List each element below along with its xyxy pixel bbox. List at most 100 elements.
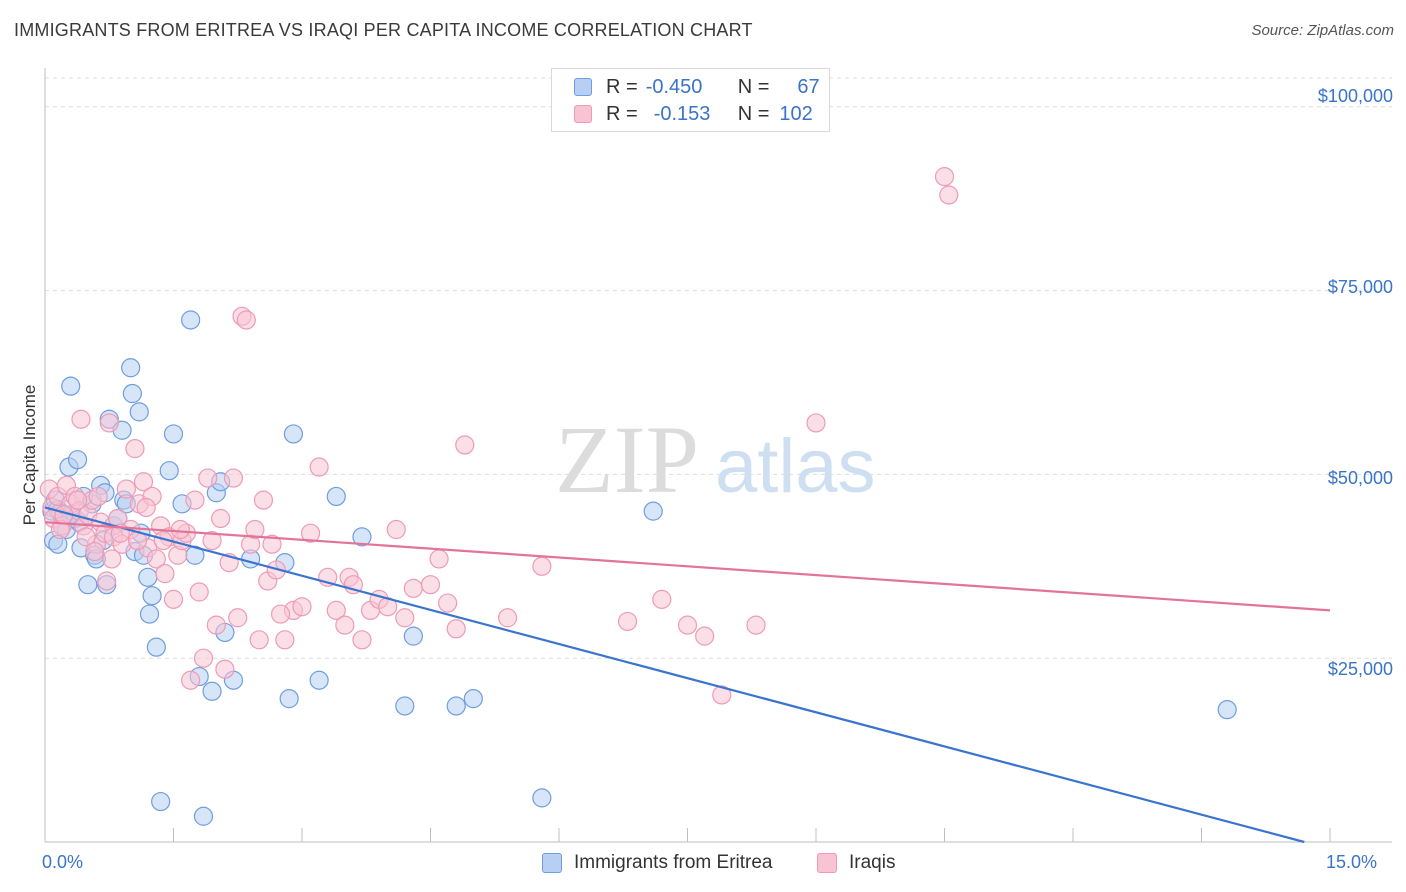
iraqis-point — [532, 556, 552, 576]
legend-r-label: R = — [606, 102, 638, 125]
iraqis-point — [245, 519, 265, 540]
eritrea-point — [309, 670, 329, 690]
eritrea-point — [61, 376, 81, 396]
iraqis-point — [395, 608, 415, 628]
iraqis-point — [939, 185, 959, 205]
grid-lines — [45, 77, 1392, 659]
iraqis-point — [934, 167, 955, 187]
legend-n-value: 102 — [779, 102, 813, 125]
eritrea-point — [532, 788, 552, 808]
iraqis-point — [335, 615, 355, 635]
iraqis-point — [228, 608, 248, 628]
legend-r-value: -0.153 — [653, 102, 711, 125]
iraqis-point — [116, 479, 136, 499]
legend-swatch-iraqis — [574, 105, 592, 123]
iraqis-point — [249, 630, 269, 650]
iraqis-point — [300, 523, 321, 543]
iraqis-point — [99, 413, 119, 433]
eritrea-point — [163, 424, 184, 444]
eritrea-point — [129, 402, 149, 422]
iraqis-point — [352, 630, 372, 650]
eritrea-point — [142, 586, 162, 606]
eritrea-point — [352, 527, 372, 547]
iraqis-point — [198, 468, 218, 488]
iraqis-point — [133, 472, 154, 492]
iraqis-point — [403, 578, 423, 598]
iraqis-point — [253, 490, 274, 510]
eritrea-point — [78, 575, 98, 595]
x-tick-label-min: 0.0% — [42, 852, 84, 872]
iraqis-point — [181, 670, 201, 690]
eritrea-point — [326, 486, 346, 507]
trend-line-eritrea — [44, 506, 1305, 844]
iraqis-point — [71, 409, 91, 429]
eritrea-point — [446, 696, 466, 716]
iraqis-point — [170, 519, 190, 540]
eritrea-point — [463, 689, 483, 709]
series-legend-iraqis[interactable]: Iraqis — [817, 852, 895, 874]
eritrea-point — [283, 424, 304, 444]
correlation-legend: R = -0.450 N = 67 R = -0.153 N = 102 — [551, 68, 830, 132]
iraqis-point — [617, 611, 638, 632]
eritrea-point — [403, 626, 423, 646]
iraqis-point — [155, 564, 175, 584]
legend-n-value: 67 — [797, 75, 820, 98]
eritrea-point — [159, 461, 179, 481]
iraqis-point — [76, 527, 96, 547]
watermark-zip: ZIP — [555, 406, 699, 513]
x-tick-label-max: 15.0% — [1326, 852, 1378, 872]
eritrea-point — [138, 567, 158, 587]
iraqis-point — [202, 530, 222, 551]
chart-title: IMMIGRANTS FROM ERITREA VS IRAQI PER CAP… — [14, 20, 753, 40]
axes — [44, 68, 1392, 843]
eritrea-point — [122, 383, 142, 404]
legend-n-label: N = — [737, 75, 770, 98]
eritrea-point — [181, 310, 201, 330]
series-legend-eritrea[interactable]: Immigrants from Eritrea — [542, 852, 772, 874]
y-tick-label: $25,000 — [1327, 659, 1393, 679]
iraqis-point — [211, 508, 231, 529]
trend-lines — [44, 506, 1331, 844]
iraqis-point — [446, 619, 466, 639]
eritrea-point — [67, 450, 88, 470]
source-label: Source: ZipAtlas.com — [1251, 22, 1394, 39]
iraqis-point — [292, 597, 312, 617]
iraqis-point — [125, 439, 145, 459]
iraqis-point — [206, 615, 226, 635]
eritrea-point — [1217, 700, 1237, 720]
eritrea-point — [643, 501, 663, 521]
iraqis-point — [309, 457, 329, 477]
watermark: ZIP atlas — [555, 406, 876, 513]
iraqis-point — [275, 630, 295, 650]
iraqis-point — [85, 541, 105, 562]
legend-n-label: N = — [737, 102, 770, 125]
iraqis-point — [386, 519, 406, 540]
iraqis-point — [429, 549, 449, 569]
iraqis-point — [746, 615, 766, 635]
iraqis-point — [270, 604, 291, 624]
iraqis-point — [223, 468, 244, 488]
iraqis-point — [88, 486, 108, 507]
iraqis-point — [189, 582, 209, 602]
iraqis-point — [97, 571, 117, 591]
series-swatch-eritrea — [542, 853, 562, 873]
series-swatch-iraqis — [817, 853, 837, 873]
iraqis-point — [420, 575, 441, 595]
eritrea-point — [395, 696, 415, 716]
y-tick-label: $100,000 — [1317, 86, 1393, 106]
iraqis-point — [677, 615, 698, 635]
iraqis-point — [712, 685, 732, 705]
legend-r-label: R = — [606, 75, 638, 98]
iraqis-point — [262, 534, 282, 554]
iraqis-point — [326, 600, 346, 621]
iraqis-point — [146, 549, 166, 569]
legend-swatch-eritrea — [574, 78, 592, 96]
watermark-atlas: atlas — [715, 424, 876, 509]
iraqis-point — [236, 310, 256, 330]
iraqis-point — [455, 435, 475, 455]
iraqis-point — [193, 648, 214, 668]
eritrea-point — [279, 689, 299, 709]
eritrea-point — [151, 791, 171, 812]
eritrea-point — [139, 604, 160, 624]
legend-row-eritrea: R = -0.450 N = 67 — [574, 74, 820, 100]
